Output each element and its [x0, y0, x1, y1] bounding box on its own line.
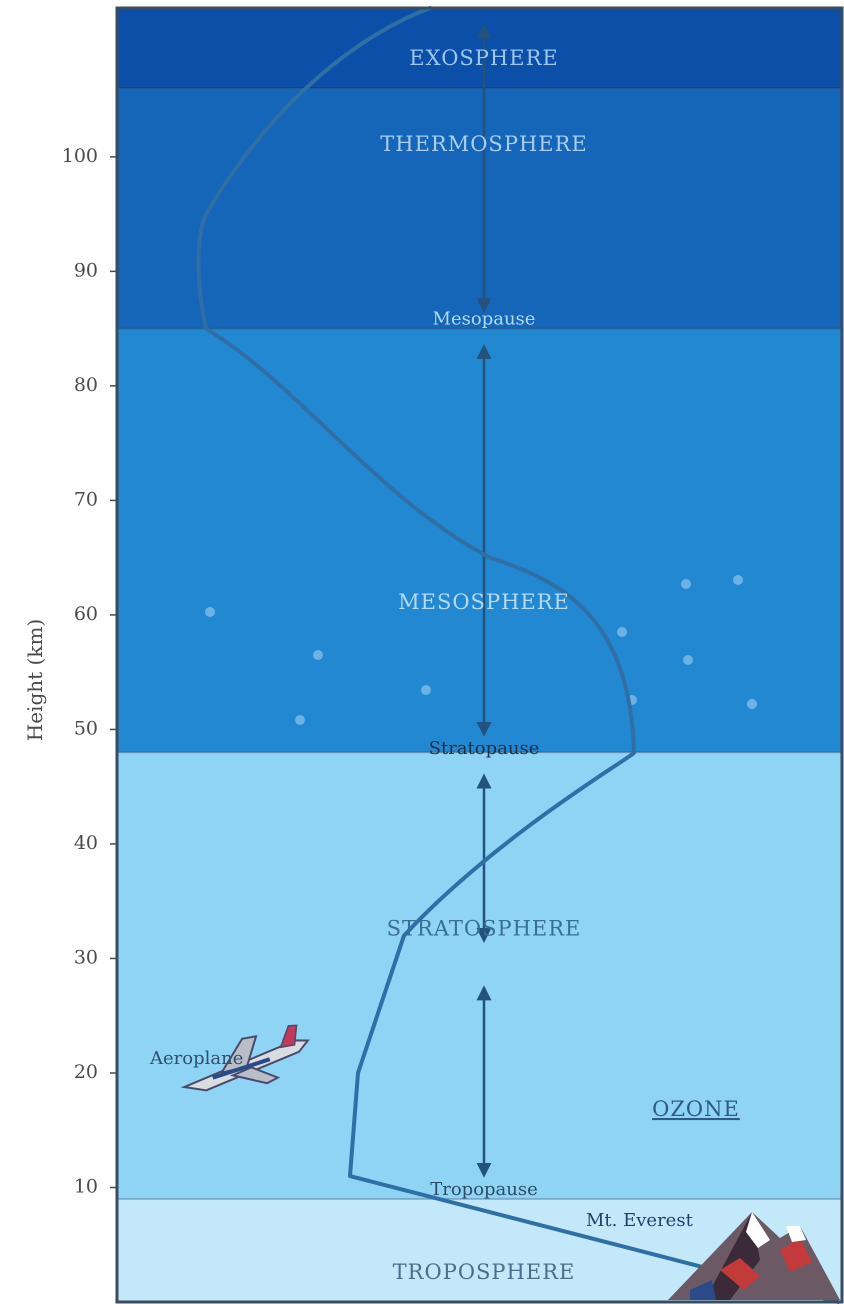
sparkle-mark: [747, 699, 757, 709]
sparkle-mark: [205, 607, 215, 617]
y-tick-label: 10: [74, 1175, 98, 1197]
sparkle-mark: [421, 685, 431, 695]
height-axis: 10 20 30 40 50 60 70 80 90 100: [62, 145, 118, 1197]
sparkle-mark: [681, 579, 691, 589]
aeroplane-illustration: [180, 1024, 310, 1092]
layer-name-exosphere: EXOSPHERE: [409, 46, 558, 70]
layer-thermosphere: [118, 88, 841, 329]
y-tick-label: 40: [74, 832, 98, 854]
mt-everest-illustration: [668, 1212, 840, 1300]
y-tick-label: 50: [74, 717, 98, 739]
boundary-label-mesopause: Mesopause: [433, 308, 536, 329]
diagram-labels: Aeroplane Mt. Everest OZONE EXOSPHERE THE…: [149, 46, 740, 1284]
temperature-profile-line: [196, 6, 840, 1304]
y-tick-label: 60: [74, 603, 98, 625]
layer-name-thermosphere: THERMOSPHERE: [380, 132, 587, 156]
sparkle-mark: [733, 575, 743, 585]
layer-name-stratosphere: STRATOSPHERE: [387, 916, 582, 940]
boundary-label-tropopause: Tropopause: [430, 1179, 538, 1200]
y-axis-label: Height (km): [23, 619, 47, 741]
layer-stratosphere: [118, 752, 841, 1199]
sparkle-mark: [617, 627, 627, 637]
sparkle-mark: [295, 715, 305, 725]
sparkle-mark: [683, 655, 693, 665]
y-tick-label: 70: [74, 488, 98, 510]
y-tick-label: 30: [74, 946, 98, 968]
layer-name-troposphere: TROPOSPHERE: [393, 1260, 576, 1284]
layer-mesosphere: [118, 328, 841, 753]
sparkle-mark: [313, 650, 323, 660]
layer-name-mesosphere: MESOSPHERE: [398, 590, 570, 614]
mt-everest-label: Mt. Everest: [586, 1210, 694, 1231]
ozone-label: OZONE: [652, 1097, 740, 1121]
diagram-frame: [115, 6, 844, 1304]
y-tick-label: 100: [62, 145, 98, 167]
boundary-label-stratopause: Stratopause: [429, 738, 540, 759]
y-tick-label: 20: [74, 1061, 98, 1083]
aeroplane-label: Aeroplane: [149, 1048, 243, 1069]
y-tick-label: 90: [74, 259, 98, 281]
y-tick-label: 80: [74, 374, 98, 396]
